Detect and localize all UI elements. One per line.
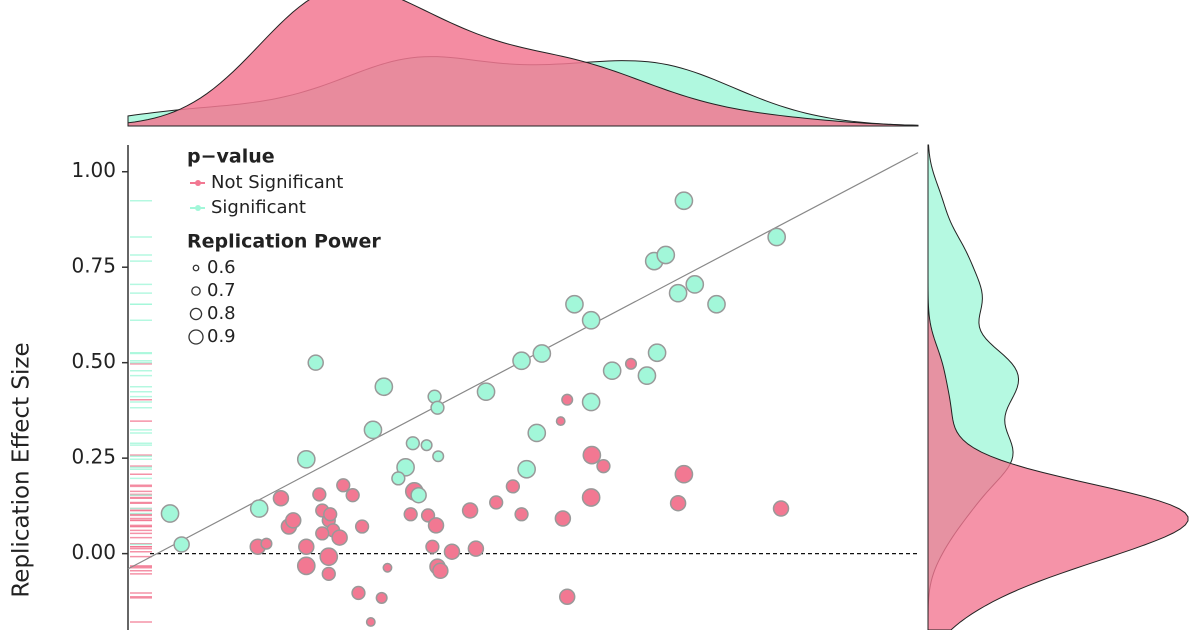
rug: [130, 200, 152, 623]
point: [354, 519, 370, 534]
point: [674, 191, 694, 211]
plot: 0.00 0.25 0.50 0.75 1.00 Not Significant Signi…: [71, 145, 919, 630]
point: [345, 488, 360, 503]
y-tick-label: 0.25: [71, 445, 116, 469]
legend-label: Significant: [211, 197, 306, 218]
y-density: [927, 145, 1189, 630]
point: [443, 543, 461, 560]
point: [307, 354, 324, 371]
point: [582, 445, 602, 465]
size-legend-key: [191, 286, 201, 296]
point: [514, 507, 529, 522]
point: [554, 510, 572, 527]
legend-title: p−value: [187, 146, 275, 168]
x-density: [127, 0, 919, 127]
point: [674, 464, 694, 484]
point: [173, 536, 190, 553]
point: [363, 420, 383, 440]
point: [461, 502, 479, 519]
point: [396, 457, 415, 477]
point: [668, 283, 688, 303]
point: [565, 294, 584, 314]
point: [602, 361, 622, 381]
point: [296, 449, 316, 469]
point: [767, 227, 787, 247]
legend-label: Not Significant: [211, 172, 343, 193]
point: [685, 275, 705, 294]
point: [532, 344, 552, 363]
size-legend-label: 0.8: [207, 303, 236, 324]
point: [555, 416, 566, 427]
point: [656, 245, 676, 265]
point: [430, 400, 445, 415]
point: [315, 526, 330, 541]
point: [558, 588, 576, 606]
point: [331, 529, 348, 546]
point: [581, 488, 601, 507]
point: [581, 310, 601, 330]
point: [637, 366, 657, 386]
point: [160, 504, 180, 523]
point: [624, 357, 638, 370]
point: [336, 478, 351, 493]
legend-key: [195, 180, 201, 186]
point: [403, 507, 418, 522]
point: [312, 487, 327, 502]
point: [296, 556, 316, 576]
point: [517, 459, 536, 479]
point: [298, 538, 315, 555]
point: [505, 479, 521, 494]
point: [391, 471, 406, 486]
size-legend-key: [192, 264, 200, 272]
point: [374, 377, 394, 397]
marginal-densities: [127, 0, 1189, 630]
point: [284, 512, 302, 529]
y-tick-label: 1.00: [71, 158, 116, 182]
size-legend-label: 0.9: [207, 326, 236, 347]
point: [707, 294, 726, 314]
point: [561, 393, 574, 406]
point: [489, 495, 504, 510]
point: [405, 436, 420, 451]
point: [476, 382, 496, 402]
point: [382, 562, 393, 573]
point: [319, 547, 339, 567]
point: [467, 540, 485, 557]
point: [420, 439, 433, 452]
point: [669, 494, 687, 512]
point: [427, 517, 445, 534]
point: [596, 459, 611, 474]
legend-key: [195, 205, 201, 211]
y-tick-label: 0.50: [71, 349, 116, 373]
point: [260, 537, 273, 550]
point: [249, 499, 269, 518]
point: [527, 423, 547, 443]
y-tick-label: 0.75: [71, 254, 116, 278]
point: [425, 539, 440, 554]
point: [365, 617, 376, 627]
legend-title: Replication Power: [187, 231, 381, 253]
size-legend-label: 0.7: [207, 280, 236, 301]
point: [321, 566, 336, 582]
point: [410, 486, 427, 504]
size-legend-label: 0.6: [207, 257, 236, 278]
point: [272, 489, 290, 507]
y-tick-label: 0.00: [71, 540, 116, 564]
point: [772, 500, 790, 517]
size-legend-key: [188, 329, 204, 345]
point: [375, 591, 388, 604]
size-legend-key: [189, 307, 203, 321]
point: [351, 585, 366, 601]
point: [323, 507, 338, 522]
y-axis-label: Replication Effect Size: [9, 342, 35, 597]
point: [581, 392, 601, 412]
point: [512, 351, 531, 371]
point: [647, 343, 667, 363]
point: [432, 562, 449, 580]
point: [432, 450, 445, 463]
